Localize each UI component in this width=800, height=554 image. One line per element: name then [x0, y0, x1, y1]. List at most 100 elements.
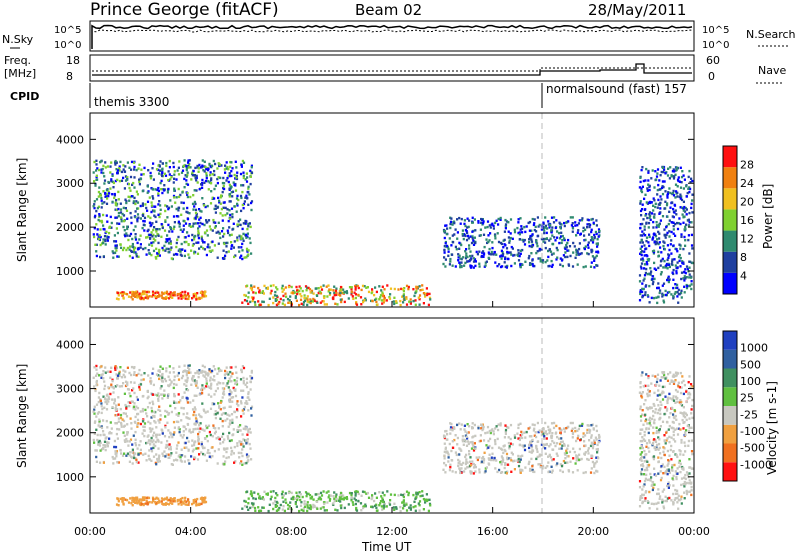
power-cell [691, 199, 694, 202]
power-cell [166, 205, 169, 208]
velocity-cell [198, 369, 201, 372]
velocity-cell [220, 435, 224, 438]
power-cell [528, 241, 531, 244]
velocity-cell [639, 446, 642, 450]
power-cell [123, 233, 126, 236]
power-cell [655, 178, 658, 181]
power-cell [454, 245, 457, 249]
power-cell [200, 235, 203, 238]
power-cell [173, 187, 176, 190]
velocity-cell [539, 465, 542, 469]
velocity-cell [93, 421, 96, 424]
power-cell [133, 292, 136, 296]
power-cell [414, 291, 417, 295]
power-cell [126, 217, 129, 220]
power-cell [170, 205, 173, 208]
power-cell [573, 245, 576, 248]
velocity-cell [214, 413, 217, 416]
velocity-cell [153, 410, 156, 414]
power-cell [472, 243, 476, 246]
velocity-cell [302, 507, 306, 510]
power-cell [663, 248, 666, 251]
velocity-cell [341, 497, 344, 501]
power-cell [182, 219, 185, 223]
velocity-cell [226, 382, 229, 385]
velocity-cell [125, 454, 128, 457]
power-cell [164, 174, 168, 177]
power-cell [458, 261, 461, 264]
power-cell [668, 248, 671, 252]
velocity-cell [284, 492, 287, 495]
power-cell [674, 173, 677, 176]
velocity-cell [590, 456, 593, 459]
power-cell [177, 173, 181, 176]
power-cell [197, 170, 200, 173]
power-cell [179, 228, 182, 231]
velocity-cell [319, 496, 322, 500]
velocity-cell [478, 471, 481, 474]
velocity-cell [565, 451, 568, 455]
power-cell [690, 280, 693, 283]
power-cell [294, 296, 297, 300]
power-cell [586, 243, 590, 247]
velocity-cell [128, 440, 131, 443]
velocity-cell [102, 395, 105, 398]
power-cell [690, 233, 693, 237]
power-cell [299, 298, 303, 301]
power-cell [141, 204, 144, 207]
power-cell [139, 292, 142, 295]
power-cell [217, 162, 220, 165]
power-cell [120, 179, 124, 182]
power-cell [597, 228, 601, 231]
velocity-cell [244, 426, 247, 429]
velocity-cell [509, 442, 512, 445]
power-cell [111, 173, 114, 176]
power-cell [203, 170, 206, 173]
power-cell [109, 215, 112, 219]
velocity-cell [392, 506, 395, 509]
power-cell [114, 201, 117, 204]
power-cell [145, 236, 148, 239]
velocity-cell [250, 405, 254, 408]
velocity-cell [240, 440, 243, 444]
power-cell [687, 219, 690, 222]
velocity-cell [516, 459, 519, 462]
velocity-cell [137, 461, 140, 464]
velocity-cell [148, 501, 151, 504]
power-cell [128, 248, 131, 251]
velocity-cell [123, 439, 126, 442]
velocity-cell [195, 394, 198, 397]
velocity-cell [99, 461, 102, 464]
power-cell [580, 252, 583, 255]
power-cell [365, 286, 368, 289]
velocity-cell [144, 452, 147, 455]
power-cell [213, 226, 217, 229]
power-cell [524, 260, 527, 263]
power-cell [564, 247, 567, 251]
power-cell [460, 243, 463, 247]
power-cell [134, 215, 137, 219]
velocity-cell [334, 495, 338, 498]
power-cell [373, 293, 376, 297]
velocity-cell [573, 450, 576, 454]
power-cell [160, 235, 163, 238]
power-cell [478, 262, 481, 265]
velocity-cell [300, 501, 303, 504]
velocity-cell [266, 493, 269, 496]
power-cell [192, 194, 195, 197]
power-cell [191, 244, 194, 247]
velocity-cell [129, 451, 132, 454]
velocity-cell [305, 494, 308, 498]
power-cell [158, 248, 161, 252]
power-cell [169, 226, 172, 230]
velocity-cell [99, 399, 102, 402]
velocity-cell [215, 437, 218, 440]
velocity-cell [250, 490, 253, 493]
velocity-cell [386, 490, 389, 493]
power-cell [329, 288, 332, 291]
velocity-cell [413, 500, 416, 503]
power-cell [467, 225, 470, 229]
velocity-cell [240, 443, 243, 446]
power-cell [243, 299, 247, 302]
power-cell [224, 213, 227, 217]
